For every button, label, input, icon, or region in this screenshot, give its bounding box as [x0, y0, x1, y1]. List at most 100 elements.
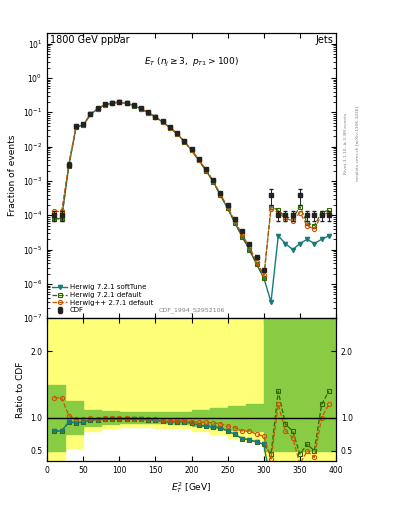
Herwig 7.2.1 default	[211, 179, 216, 185]
Herwig 7.2.1 default	[132, 102, 136, 109]
Herwig 7.2.1 default	[110, 100, 114, 106]
Text: 1800 GeV ppbar: 1800 GeV ppbar	[50, 35, 130, 45]
Herwig 7.2.1 default	[204, 167, 208, 174]
Herwig 7.2.1 default	[298, 203, 302, 209]
Herwig 7.2.1 default	[290, 216, 295, 222]
Herwig 7.2.1 softTune	[167, 124, 172, 131]
Herwig 7.2.1 softTune	[290, 247, 295, 253]
Herwig++ 2.7.1 default	[189, 147, 194, 153]
Herwig 7.2.1 default	[66, 162, 71, 168]
Herwig++ 2.7.1 default	[182, 138, 187, 144]
Herwig 7.2.1 softTune	[160, 119, 165, 125]
Herwig 7.2.1 softTune	[59, 216, 64, 222]
Herwig 7.2.1 default	[305, 220, 310, 226]
Herwig 7.2.1 softTune	[312, 241, 317, 247]
Herwig++ 2.7.1 default	[117, 99, 122, 105]
Herwig 7.2.1 softTune	[276, 233, 281, 239]
Herwig 7.2.1 default	[124, 100, 129, 106]
Herwig++ 2.7.1 default	[167, 124, 172, 131]
Herwig 7.2.1 softTune	[319, 236, 324, 242]
Herwig 7.2.1 default	[327, 207, 331, 214]
Herwig 7.2.1 softTune	[240, 233, 244, 240]
Herwig 7.2.1 default	[319, 209, 324, 216]
Herwig 7.2.1 default	[233, 220, 237, 226]
Herwig++ 2.7.1 default	[298, 209, 302, 216]
Herwig 7.2.1 softTune	[74, 124, 79, 130]
Herwig 7.2.1 softTune	[110, 100, 114, 106]
Herwig++ 2.7.1 default	[269, 206, 274, 212]
Herwig 7.2.1 softTune	[175, 131, 180, 137]
Herwig 7.2.1 default	[218, 193, 223, 199]
Text: Rivet 3.1.10, ≥ 3.3M events: Rivet 3.1.10, ≥ 3.3M events	[344, 113, 348, 174]
Herwig 7.2.1 softTune	[139, 105, 143, 112]
Herwig++ 2.7.1 default	[261, 272, 266, 278]
Text: CDF_1994_S2952106: CDF_1994_S2952106	[158, 307, 225, 313]
Herwig 7.2.1 default	[175, 131, 180, 137]
Herwig 7.2.1 default	[312, 223, 317, 229]
Herwig 7.2.1 default	[103, 102, 107, 108]
Herwig++ 2.7.1 default	[139, 105, 143, 112]
Herwig 7.2.1 default	[182, 139, 187, 145]
Herwig++ 2.7.1 default	[290, 218, 295, 224]
Herwig 7.2.1 softTune	[52, 216, 57, 222]
Herwig++ 2.7.1 default	[305, 223, 310, 229]
Herwig++ 2.7.1 default	[132, 102, 136, 109]
Herwig 7.2.1 default	[88, 111, 93, 117]
Herwig 7.2.1 softTune	[261, 275, 266, 281]
Herwig 7.2.1 default	[261, 275, 266, 281]
Herwig++ 2.7.1 default	[124, 100, 129, 106]
Herwig 7.2.1 default	[95, 106, 100, 112]
Herwig++ 2.7.1 default	[225, 204, 230, 210]
Herwig 7.2.1 softTune	[283, 241, 288, 247]
Text: Jets: Jets	[315, 35, 333, 45]
Herwig++ 2.7.1 default	[276, 209, 281, 216]
Herwig++ 2.7.1 default	[110, 100, 114, 106]
Herwig++ 2.7.1 default	[88, 111, 93, 117]
Herwig++ 2.7.1 default	[95, 105, 100, 112]
Y-axis label: Fraction of events: Fraction of events	[8, 135, 17, 217]
Herwig 7.2.1 default	[160, 119, 165, 125]
Herwig 7.2.1 default	[196, 157, 201, 163]
Herwig 7.2.1 softTune	[132, 102, 136, 109]
Herwig++ 2.7.1 default	[283, 216, 288, 222]
Herwig++ 2.7.1 default	[103, 101, 107, 108]
Herwig++ 2.7.1 default	[327, 209, 331, 216]
Herwig 7.2.1 default	[254, 261, 259, 267]
Herwig 7.2.1 softTune	[103, 102, 107, 108]
Legend: Herwig 7.2.1 softTune, Herwig 7.2.1 default, Herwig++ 2.7.1 default, CDF: Herwig 7.2.1 softTune, Herwig 7.2.1 defa…	[49, 282, 156, 316]
Herwig 7.2.1 default	[283, 214, 288, 220]
Herwig 7.2.1 default	[189, 147, 194, 154]
Herwig 7.2.1 softTune	[269, 299, 274, 305]
Line: Herwig 7.2.1 default: Herwig 7.2.1 default	[52, 100, 331, 280]
Herwig++ 2.7.1 default	[146, 110, 151, 116]
Herwig 7.2.1 softTune	[189, 147, 194, 154]
Y-axis label: Ratio to CDF: Ratio to CDF	[16, 361, 25, 418]
Herwig 7.2.1 softTune	[196, 157, 201, 163]
Herwig 7.2.1 default	[225, 205, 230, 211]
Herwig 7.2.1 softTune	[117, 99, 122, 105]
Herwig++ 2.7.1 default	[319, 212, 324, 218]
Text: $E_T\ (n_j \geq 3,\ p_{T1}{>}100)$: $E_T\ (n_j \geq 3,\ p_{T1}{>}100)$	[144, 56, 239, 69]
X-axis label: $E_T^2$ [GeV]: $E_T^2$ [GeV]	[171, 480, 212, 495]
Herwig++ 2.7.1 default	[160, 119, 165, 125]
Herwig 7.2.1 softTune	[233, 220, 237, 226]
Herwig++ 2.7.1 default	[312, 226, 317, 232]
Herwig 7.2.1 default	[52, 216, 57, 222]
Herwig++ 2.7.1 default	[247, 244, 252, 250]
Line: Herwig 7.2.1 softTune: Herwig 7.2.1 softTune	[52, 100, 331, 304]
Herwig 7.2.1 softTune	[66, 162, 71, 168]
Herwig 7.2.1 default	[81, 122, 86, 129]
Text: mcplots.cern.ch [arXiv:1306.3436]: mcplots.cern.ch [arXiv:1306.3436]	[356, 106, 360, 181]
Herwig 7.2.1 softTune	[254, 261, 259, 267]
Herwig 7.2.1 softTune	[153, 114, 158, 120]
Herwig++ 2.7.1 default	[204, 166, 208, 173]
Herwig++ 2.7.1 default	[233, 218, 237, 224]
Herwig 7.2.1 softTune	[95, 106, 100, 112]
Herwig++ 2.7.1 default	[240, 231, 244, 238]
Herwig++ 2.7.1 default	[74, 123, 79, 130]
Herwig 7.2.1 default	[74, 124, 79, 130]
Herwig++ 2.7.1 default	[211, 178, 216, 184]
Herwig 7.2.1 default	[139, 105, 143, 112]
Herwig 7.2.1 default	[59, 216, 64, 222]
Line: Herwig++ 2.7.1 default: Herwig++ 2.7.1 default	[52, 100, 331, 278]
